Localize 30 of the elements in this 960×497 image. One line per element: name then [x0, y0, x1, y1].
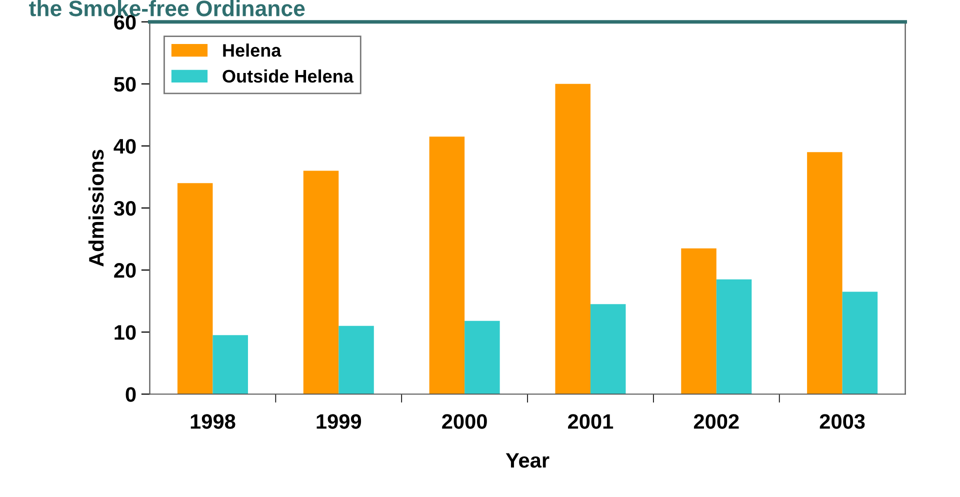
x-axis-title: Year	[506, 453, 550, 468]
bar	[338, 326, 374, 394]
x-tick-label: 1998	[190, 414, 236, 429]
legend-label: Outside Helena	[222, 69, 354, 83]
bar	[177, 183, 213, 394]
bar	[212, 335, 248, 394]
bar	[429, 136, 465, 394]
y-tick-label: 60	[114, 14, 136, 30]
x-tick-label: 1999	[316, 414, 362, 429]
y-tick-label: 50	[114, 76, 136, 92]
bar	[807, 152, 842, 394]
x-tick-label: 2000	[442, 414, 487, 429]
y-tick-label: 10	[114, 325, 136, 340]
bar	[464, 320, 500, 394]
y-axis-title: Admissions	[88, 150, 104, 267]
y-tick-label: 20	[114, 263, 136, 278]
bar	[590, 304, 626, 394]
legend-label: Helena	[223, 44, 282, 57]
x-tick-label: 2002	[694, 414, 739, 429]
bar	[716, 279, 752, 394]
bar	[555, 84, 590, 394]
x-tick-label: 2001	[568, 414, 614, 429]
bar	[842, 292, 878, 394]
y-tick-label: 40	[114, 138, 136, 154]
y-tick-label: 0	[126, 387, 136, 402]
y-tick-label: 30	[114, 200, 136, 216]
x-tick-label: 2003	[820, 414, 865, 429]
chart-title: the Smoke-free Ordinance	[29, 0, 305, 16]
bar	[303, 170, 339, 394]
bar	[681, 248, 716, 394]
